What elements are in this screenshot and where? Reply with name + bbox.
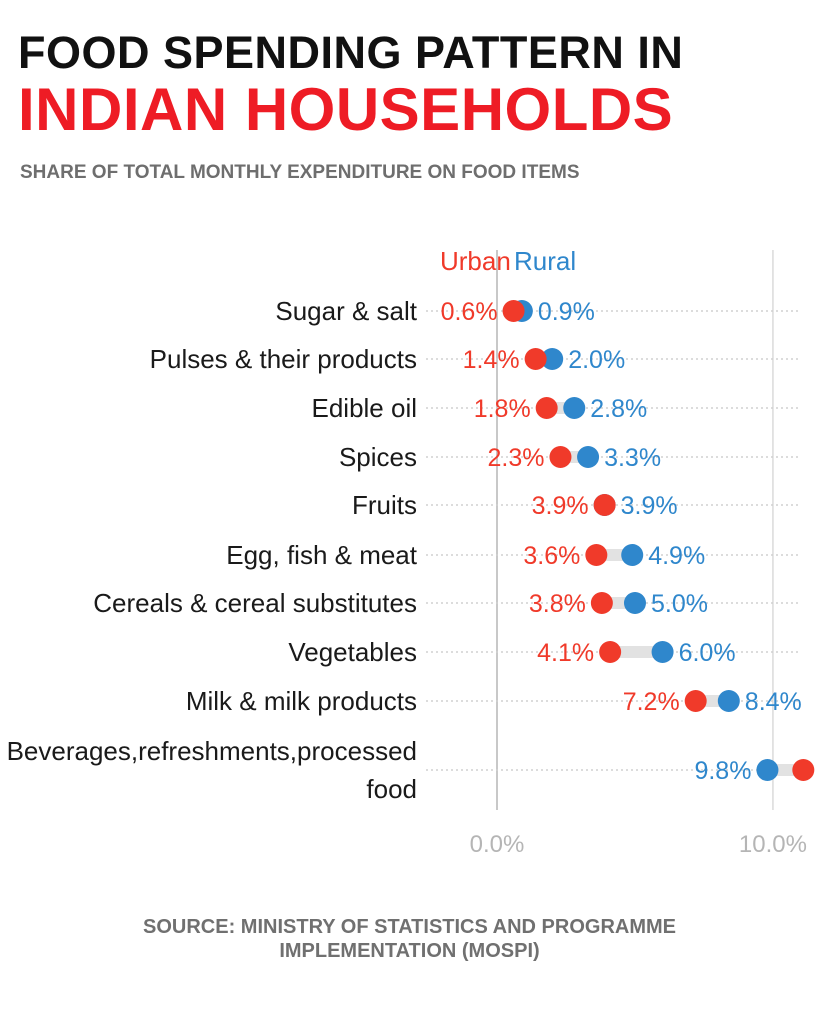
value-label-high: 3.9%: [621, 492, 678, 520]
urban-dot: [590, 592, 613, 614]
category-label: food: [366, 774, 417, 804]
x-tick-label: 0.0%: [470, 831, 525, 858]
rural-dot: [577, 446, 600, 468]
category-label: Cereals & cereal substitutes: [93, 588, 417, 618]
value-label-low: 3.6%: [523, 542, 580, 570]
value-label-low: 3.9%: [532, 492, 589, 520]
rural-dot: [651, 641, 674, 663]
category-label: Edible oil: [311, 393, 417, 423]
legend-rural: Rural: [514, 246, 576, 276]
category-label: Pulses & their products: [150, 344, 417, 374]
value-label-low: 1.4%: [463, 346, 520, 374]
value-label-high: 5.0%: [651, 590, 708, 618]
urban-dot: [593, 494, 616, 516]
urban-dot: [585, 544, 608, 566]
dot-chart: 0.0% 10.0% Urban Rural Sugar & salt 0.6% 0.9% P…: [7, 246, 815, 858]
value-label-high: 2.8%: [590, 395, 647, 423]
rural-dot: [621, 544, 644, 566]
urban-dot: [549, 446, 572, 468]
rural-dot: [623, 592, 646, 614]
category-label: Fruits: [352, 490, 417, 520]
source-line-1: SOURCE: MINISTRY OF STATISTICS AND PROGR…: [143, 916, 676, 938]
urban-dot: [599, 641, 622, 663]
value-label-low: 2.3%: [487, 444, 544, 472]
value-label-high: 6.0%: [679, 639, 736, 667]
value-label-low: 0.6%: [441, 298, 498, 326]
source-note: SOURCE: MINISTRY OF STATISTICS AND PROGR…: [0, 915, 819, 963]
category-label: Sugar & salt: [275, 296, 417, 326]
category-label: Milk & milk products: [186, 686, 417, 716]
category-label: Egg, fish & meat: [226, 540, 418, 570]
rural-dot: [541, 348, 564, 370]
rural-dot: [717, 690, 740, 712]
x-tick-label: 10.0%: [739, 831, 807, 858]
value-label-low: 7.2%: [623, 688, 680, 716]
chart-title-line-1: FOOD SPENDING PATTERN IN: [18, 27, 684, 78]
source-line-2: IMPLEMENTATION (MOSPI): [279, 940, 540, 962]
urban-dot: [792, 759, 815, 781]
category-label: Spices: [339, 442, 417, 472]
urban-dot: [535, 397, 558, 419]
value-label-high: 3.3%: [604, 444, 661, 472]
value-label-low: 1.8%: [474, 395, 531, 423]
value-label-high: 2.0%: [568, 346, 625, 374]
rural-dot: [756, 759, 779, 781]
value-label-high: 8.4%: [745, 688, 802, 716]
chart-title-line-2: INDIAN HOUSEHOLDS: [18, 76, 674, 143]
value-label-high: 4.9%: [648, 542, 705, 570]
category-label: Vegetables: [288, 637, 417, 667]
urban-dot: [524, 348, 547, 370]
legend-urban: Urban: [440, 246, 511, 276]
value-label-low: 9.8%: [694, 757, 751, 785]
value-label-high: 0.9%: [538, 298, 595, 326]
rural-dot: [563, 397, 586, 419]
value-label-low: 4.1%: [537, 639, 594, 667]
urban-dot: [502, 300, 525, 322]
urban-dot: [684, 690, 707, 712]
chart-subtitle: SHARE OF TOTAL MONTHLY EXPENDITURE ON FO…: [20, 162, 580, 183]
category-label: Beverages,refreshments,processed: [7, 736, 417, 766]
value-label-low: 3.8%: [529, 590, 586, 618]
